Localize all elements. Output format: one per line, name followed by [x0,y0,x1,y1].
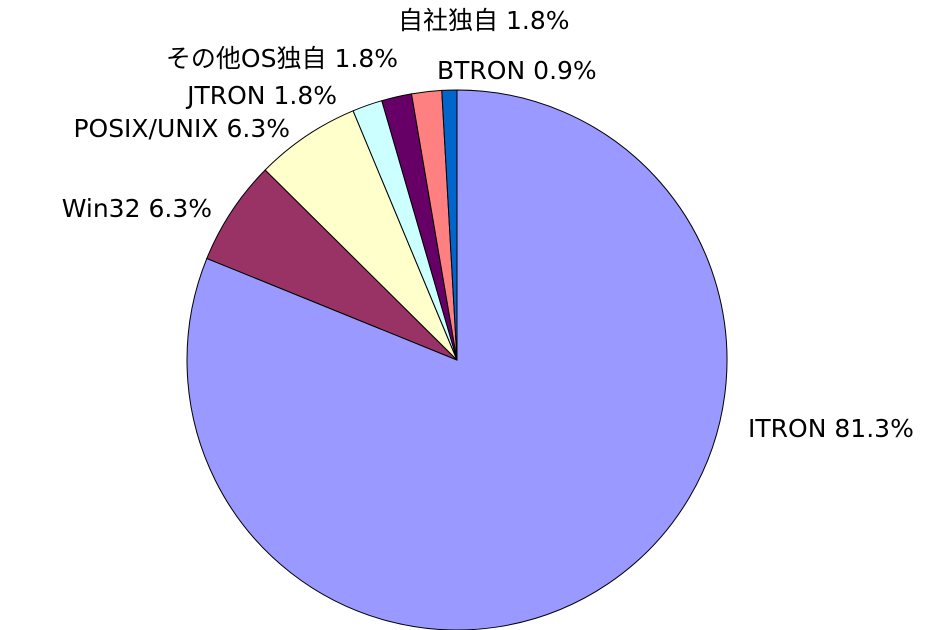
value-label: 6.3% [148,194,212,223]
category-label: 自社独自 [398,6,498,35]
slice-label: BTRON 0.9% [437,56,597,85]
value-label: 1.8% [334,44,398,73]
pie-slice [441,89,458,361]
category-label: その他OS独自 [166,44,327,73]
value-label: 1.8% [506,6,570,35]
slice-label: JTRON 1.8% [185,81,337,110]
category-label: POSIX/UNIX [73,114,218,143]
category-label: BTRON [437,56,525,85]
category-label: JTRON [185,81,265,110]
value-label: 6.3% [226,114,290,143]
slice-label: ITRON 81.3% [748,414,914,443]
value-label: 1.8% [273,81,337,110]
slice-label: 自社独自 1.8% [398,6,570,35]
value-label: 0.9% [533,56,597,85]
slice-label: POSIX/UNIX 6.3% [73,114,290,143]
slice-label: その他OS独自 1.8% [166,44,398,73]
value-label: 81.3% [834,414,913,443]
slice-label: Win32 6.3% [62,194,212,223]
category-label: ITRON [748,414,826,443]
category-label: Win32 [62,194,141,223]
